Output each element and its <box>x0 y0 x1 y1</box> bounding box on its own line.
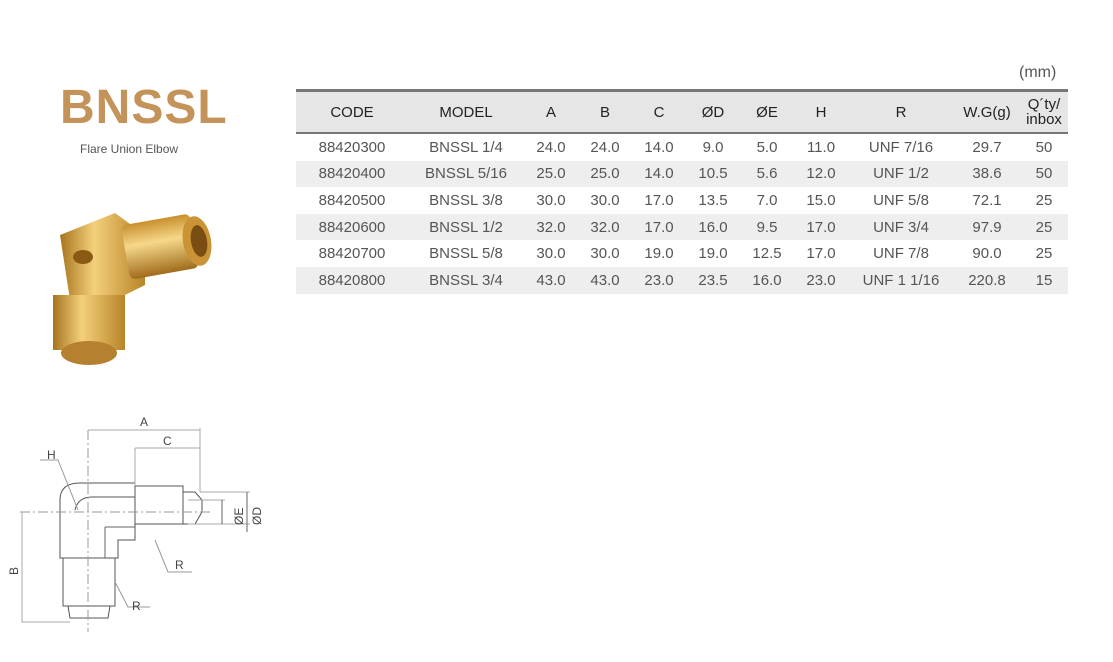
table-cell: 15 <box>1035 271 1053 289</box>
dim-c-label: C <box>163 434 172 448</box>
dim-r1-label: R <box>175 558 184 572</box>
table-cell: 50 <box>1035 165 1053 183</box>
col-wg: W.G(g) <box>963 103 1011 121</box>
dim-a-label: A <box>140 415 148 429</box>
table-cell: 29.7 <box>972 138 1002 156</box>
table-cell: 25 <box>1035 191 1053 209</box>
table-cell: 9.0 <box>702 138 724 156</box>
table-cell: 16.0 <box>698 218 728 236</box>
table-cell: 30.0 <box>590 245 620 263</box>
table-cell: UNF 7/8 <box>873 245 929 263</box>
table-cell: 43.0 <box>590 271 620 289</box>
table-cell: 25.0 <box>536 165 566 183</box>
table-cell: UNF 3/4 <box>873 218 929 236</box>
table-cell: 23.5 <box>698 271 728 289</box>
table-cell: UNF 1 1/16 <box>862 271 940 289</box>
spec-table: CODE MODEL A B C ØD ØE H R W.G(g) Q´ty/ … <box>296 89 1068 294</box>
table-cell: 11.0 <box>806 138 836 156</box>
table-cell: 19.0 <box>698 245 728 263</box>
table-cell: 90.0 <box>972 245 1002 263</box>
table-row: 88420300 BNSSL 1/4 24.0 24.0 14.0 9.0 5.0 11.0 U… <box>296 133 1068 161</box>
col-a: A <box>545 103 556 121</box>
table-cell: 14.0 <box>644 165 674 183</box>
table-cell: 7.0 <box>756 191 778 209</box>
unit-label: (mm) <box>1019 64 1057 81</box>
table-header-row: CODE MODEL A B C ØD ØE H R W.G(g) Q´ty/ … <box>296 90 1068 133</box>
dim-d-label: ØD <box>250 507 264 525</box>
dimension-drawing: A C H R R B ØE ØD <box>7 415 264 632</box>
col-b: B <box>599 103 610 121</box>
table-cell: 88420700 <box>318 245 386 263</box>
table-cell: 5.0 <box>756 138 778 156</box>
table-cell: 25.0 <box>590 165 620 183</box>
table-cell: 25 <box>1035 218 1053 236</box>
product-subtitle: Flare Union Elbow <box>80 142 179 156</box>
table-cell: 88420600 <box>318 218 386 236</box>
table-cell: 24.0 <box>536 138 566 156</box>
table-cell: 97.9 <box>972 218 1002 236</box>
table-cell: 23.0 <box>806 271 836 289</box>
table-cell: 24.0 <box>590 138 620 156</box>
table-cell: 13.5 <box>698 191 728 209</box>
col-d: ØD <box>701 103 725 121</box>
table-cell: UNF 1/2 <box>873 165 929 183</box>
table-cell: UNF 5/8 <box>873 191 929 209</box>
table-cell: 14.0 <box>644 138 674 156</box>
table-cell: 15.0 <box>806 191 836 209</box>
table-cell: BNSSL 3/4 <box>429 271 503 289</box>
table-cell: 32.0 <box>590 218 620 236</box>
col-r: R <box>895 103 907 121</box>
table-cell: 30.0 <box>536 245 566 263</box>
table-cell: BNSSL 5/16 <box>425 165 507 183</box>
table-row: 88420700 BNSSL 5/8 30.0 30.0 19.0 19.0 12.5 17.… <box>296 240 1068 267</box>
table-cell: 5.6 <box>756 165 778 183</box>
col-e: ØE <box>756 103 778 121</box>
table-cell: 50 <box>1035 138 1053 156</box>
table-cell: BNSSL 5/8 <box>429 245 503 263</box>
col-h: H <box>815 103 827 121</box>
table-row: 88420800 BNSSL 3/4 43.0 43.0 23.0 23.5 16.0 23.… <box>296 266 1068 294</box>
table-cell: 38.6 <box>972 165 1002 183</box>
table-cell: BNSSL 3/8 <box>429 191 503 209</box>
table-cell: 25 <box>1035 245 1053 263</box>
table-cell: 17.0 <box>644 191 674 209</box>
table-cell: UNF 7/16 <box>868 138 934 156</box>
table-row: 88420400 BNSSL 5/16 25.0 25.0 14.0 10.5 5.6 12.… <box>296 160 1068 188</box>
product-photo <box>53 213 212 365</box>
table-cell: 17.0 <box>806 218 836 236</box>
table-cell: 88420300 <box>318 138 386 156</box>
dim-e-label: ØE <box>232 508 246 525</box>
table-cell: 88420400 <box>318 165 386 183</box>
table-cell: 17.0 <box>644 218 674 236</box>
table-cell: 32.0 <box>536 218 566 236</box>
table-row: 88420600 BNSSL 1/2 32.0 32.0 17.0 16.0 9.5 17.0… <box>296 213 1068 241</box>
dim-r2-label: R <box>132 599 141 613</box>
table-cell: 23.0 <box>644 271 674 289</box>
table-cell: 19.0 <box>644 245 674 263</box>
col-model: MODEL <box>439 103 493 121</box>
table-cell: 17.0 <box>806 245 836 263</box>
table-cell: 16.0 <box>752 271 782 289</box>
col-qty: Q´ty/ inbox <box>1026 96 1062 128</box>
table-cell: 72.1 <box>972 191 1002 209</box>
col-c: C <box>653 103 665 121</box>
table-cell: 30.0 <box>536 191 566 209</box>
table-cell: BNSSL 1/2 <box>429 218 503 236</box>
dim-b-label: B <box>7 567 21 575</box>
table-cell: 10.5 <box>698 165 728 183</box>
table-cell: 88420800 <box>318 271 386 289</box>
table-cell: 88420500 <box>318 191 386 209</box>
table-cell: 220.8 <box>968 271 1006 289</box>
table-cell: 30.0 <box>590 191 620 209</box>
table-cell: 9.5 <box>756 218 778 236</box>
table-cell: 12.5 <box>752 245 782 263</box>
dim-h-label: H <box>47 448 56 462</box>
product-title: BNSSL <box>60 81 228 134</box>
col-code: CODE <box>330 103 374 121</box>
table-cell: BNSSL 1/4 <box>429 138 503 156</box>
table-row: 88420500 BNSSL 3/8 30.0 30.0 17.0 13.5 7.0 15.0… <box>296 187 1068 214</box>
table-cell: 43.0 <box>536 271 566 289</box>
table-cell: 12.0 <box>806 165 836 183</box>
